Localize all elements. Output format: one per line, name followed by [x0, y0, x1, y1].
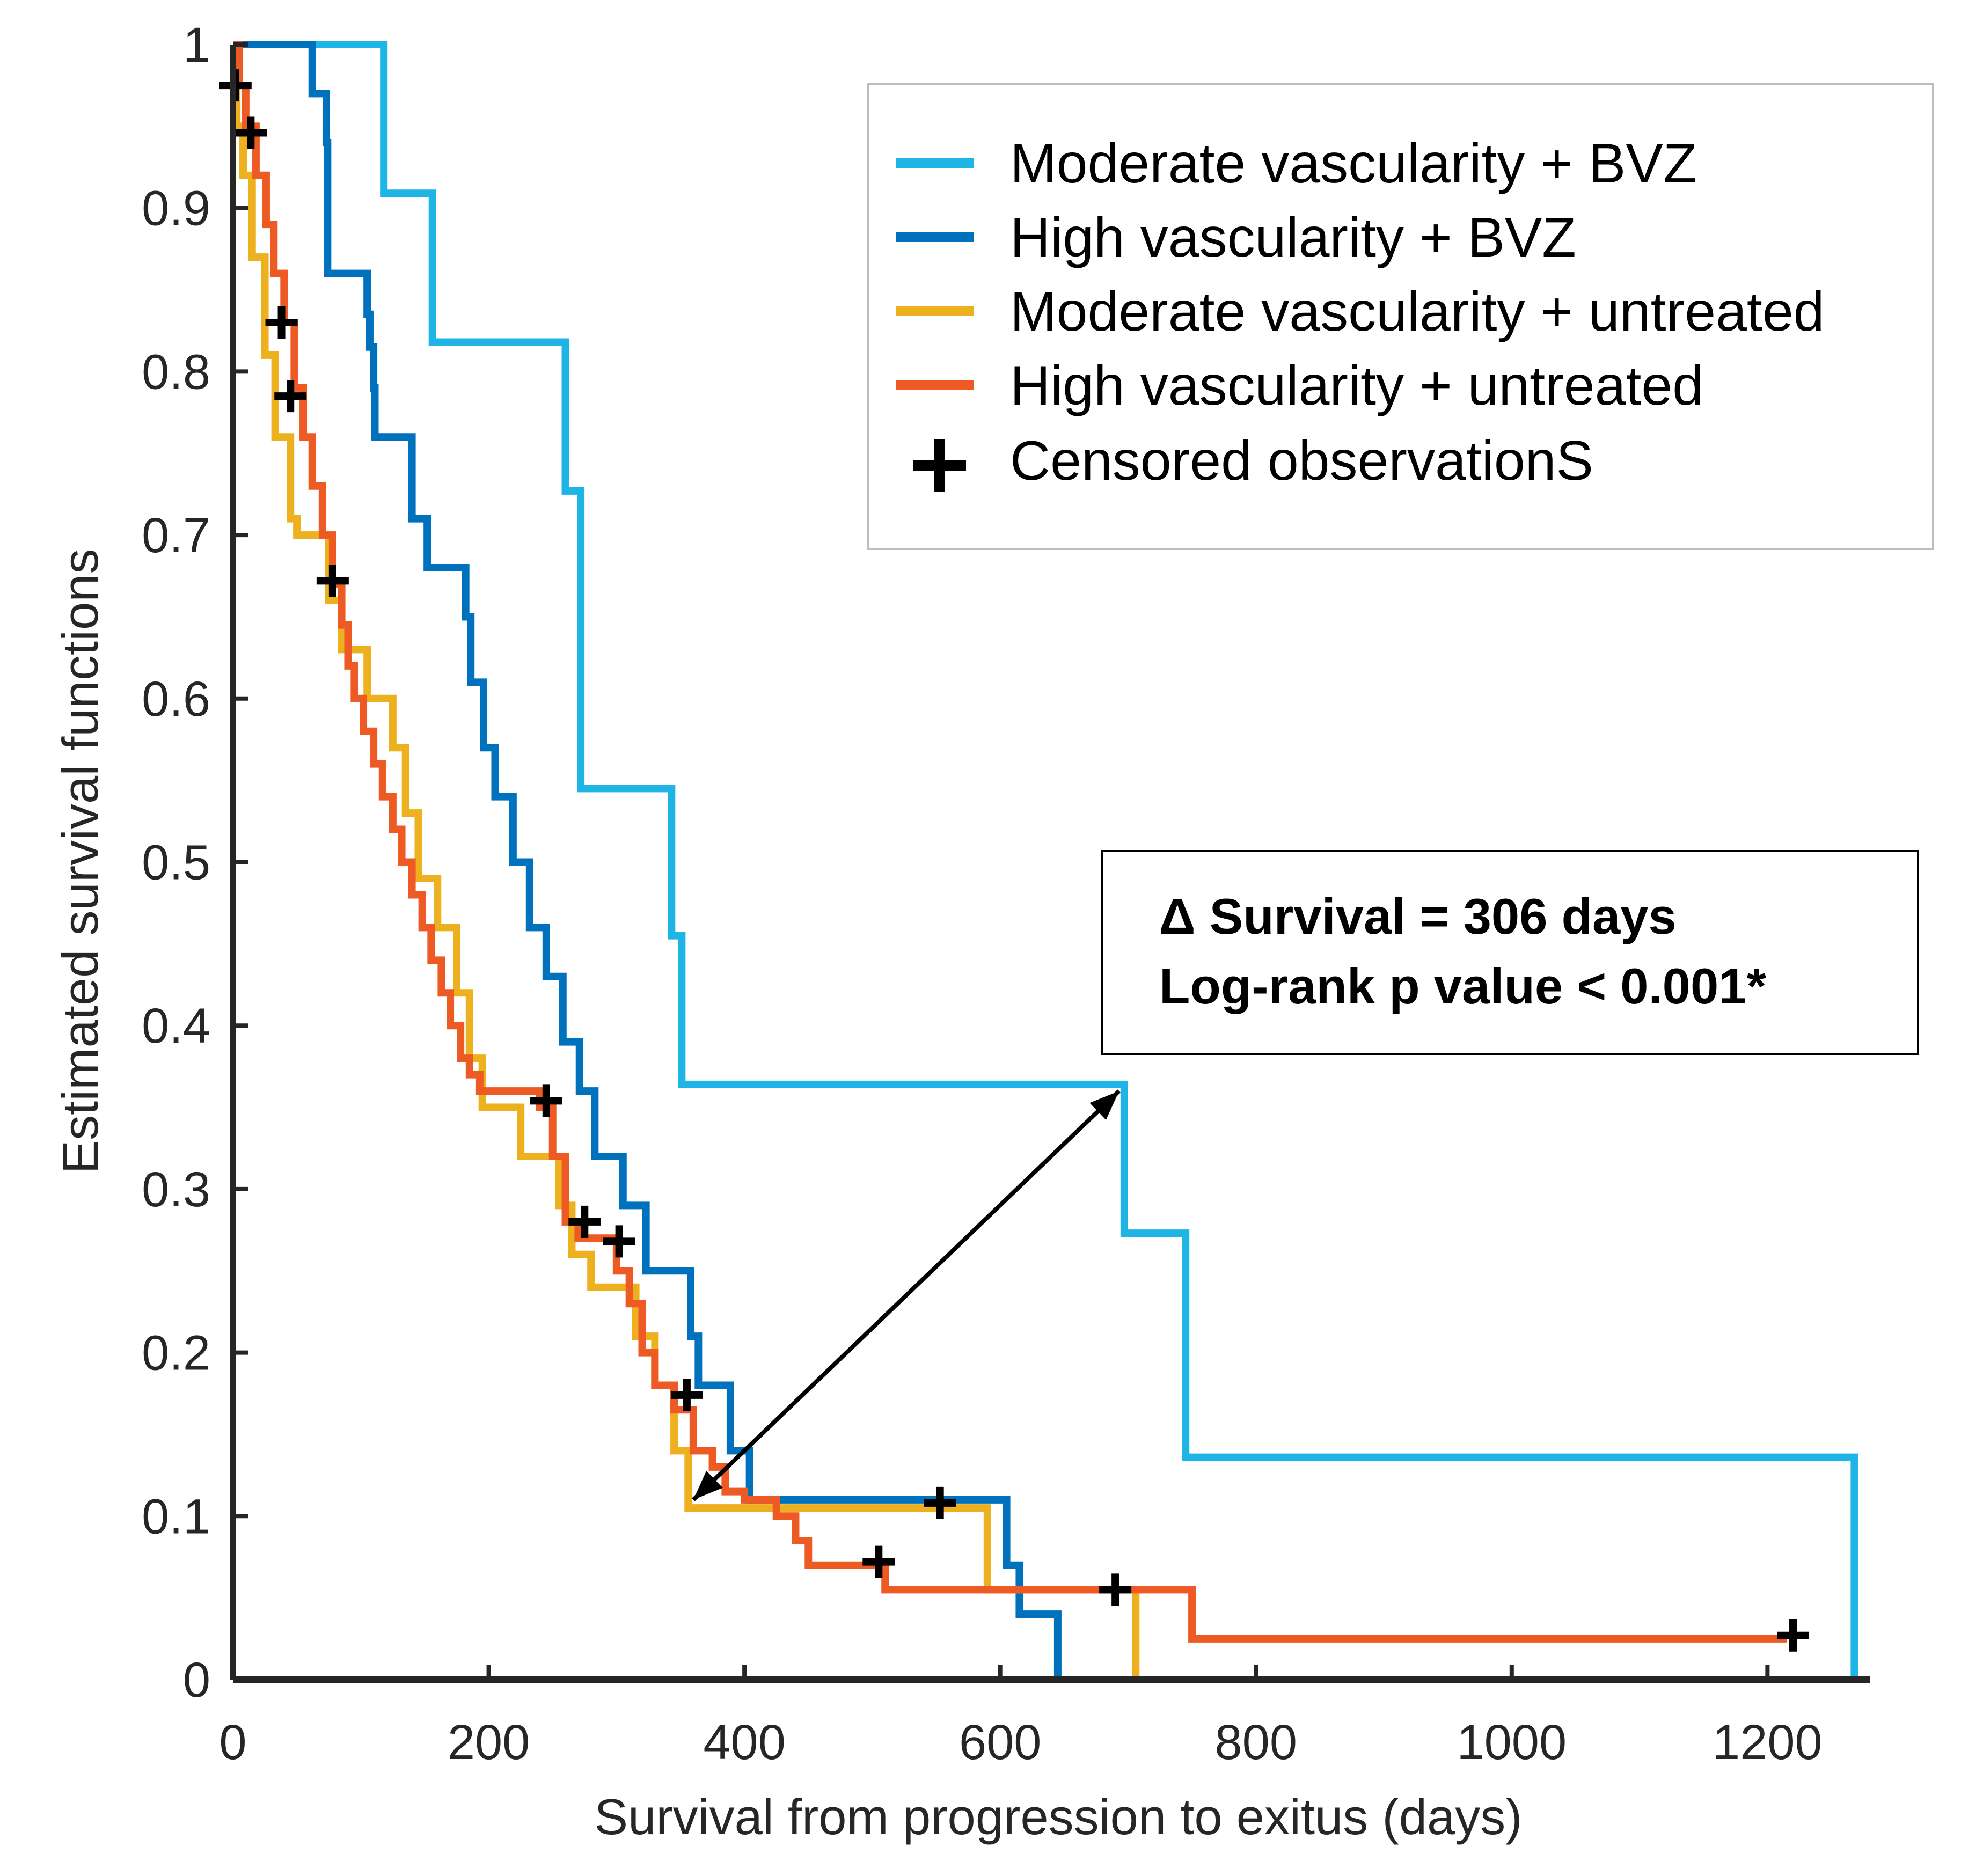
censored-marker: [265, 306, 298, 339]
annotation-survival-delta: Δ Survival = 306 days: [1159, 888, 1677, 944]
y-tick-label: 1: [183, 18, 210, 72]
censored-marker: [530, 1084, 562, 1117]
y-tick-label: 0.2: [142, 1326, 210, 1381]
x-tick-label: 800: [1215, 1715, 1298, 1770]
y-tick-label: 0.5: [142, 836, 210, 890]
series-line-1: [233, 41, 1062, 1680]
censored-marker: [862, 1545, 895, 1578]
legend-label-moderate-untreated: Moderate vascularity + untreated: [1010, 281, 1825, 343]
survival-delta-arrow: [692, 1089, 1121, 1501]
legend: Moderate vascularity + BVZ High vascular…: [867, 83, 1934, 550]
series-line-0: [233, 41, 1858, 1680]
series-line-2: [233, 41, 1140, 1680]
y-tick-label: 0.6: [142, 672, 210, 727]
legend-label-moderate-bvz: Moderate vascularity + BVZ: [1010, 133, 1697, 195]
x-tick-label: 1200: [1713, 1715, 1823, 1770]
y-tick-label: 0.4: [142, 999, 210, 1053]
y-tick-label: 0.3: [142, 1162, 210, 1217]
series-layer: [233, 41, 1858, 1680]
x-tick-label: 400: [703, 1715, 786, 1770]
x-tick-label: 0: [219, 1715, 246, 1770]
y-tick-label: 0.7: [142, 508, 210, 563]
censored-marker: [316, 565, 349, 597]
annotation-logrank-p: Log-rank p value < 0.001*: [1159, 958, 1766, 1014]
censored-marker: [670, 1379, 703, 1411]
x-axis-title: Survival from progression to exitus (day…: [594, 1789, 1522, 1845]
x-tick-label: 200: [448, 1715, 530, 1770]
y-tick-label: 0.1: [142, 1489, 210, 1544]
x-tick-label: 1000: [1457, 1715, 1567, 1770]
y-tick-label: 0: [183, 1653, 210, 1708]
annotation-frame: [1101, 850, 1919, 1055]
y-tick-label: 0.9: [142, 181, 210, 236]
legend-censored-marker: [913, 439, 966, 492]
axes-layer: [230, 42, 1870, 1683]
censored-marker: [1777, 1619, 1810, 1652]
series-line-3: [233, 41, 1787, 1643]
x-tick-label: 600: [959, 1715, 1042, 1770]
censored-marker: [274, 380, 307, 413]
legend-label-high-bvz: High vascularity + BVZ: [1010, 207, 1576, 269]
legend-box: [867, 83, 1934, 550]
censored-marker: [568, 1205, 601, 1238]
annotation-box: Δ Survival = 306 days Log-rank p value <…: [1101, 850, 1919, 1055]
arrow-layer: [692, 1089, 1121, 1501]
legend-label-censored: Censored observationS: [1010, 430, 1593, 492]
censored-marker: [924, 1486, 956, 1519]
censored-marker: [1099, 1573, 1132, 1606]
arrow-head-start: [693, 1470, 723, 1500]
tick-labels-layer: 0 200 400 600 800 1000 1200 0 0.1 0.2 0.3 0.4 0.5 0.6…: [142, 18, 1823, 1770]
censored-marker: [235, 116, 267, 149]
arrow-head-end: [1089, 1091, 1119, 1120]
censored-marker: [603, 1225, 635, 1258]
legend-label-high-untreated: High vascularity + untreated: [1010, 355, 1703, 417]
y-axis-title: Estimated survival functions: [52, 548, 108, 1174]
y-tick-label: 0.8: [142, 345, 210, 399]
